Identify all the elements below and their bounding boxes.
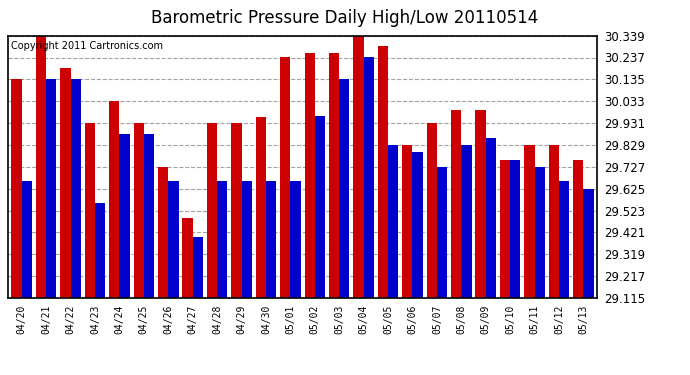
Bar xyxy=(217,182,227,298)
Bar xyxy=(559,182,569,298)
Bar xyxy=(182,218,193,298)
Bar xyxy=(524,145,535,298)
Bar xyxy=(280,57,290,298)
Bar xyxy=(231,123,241,298)
Bar xyxy=(134,123,144,298)
Bar xyxy=(12,80,21,298)
Bar xyxy=(158,167,168,298)
Bar xyxy=(353,36,364,298)
Bar xyxy=(95,203,106,298)
Bar xyxy=(70,80,81,298)
Bar xyxy=(119,134,130,298)
Bar xyxy=(486,138,496,298)
Text: Barometric Pressure Daily High/Low 20110514: Barometric Pressure Daily High/Low 20110… xyxy=(151,9,539,27)
Bar xyxy=(256,117,266,298)
Bar xyxy=(388,145,398,298)
Bar xyxy=(266,182,276,298)
Bar xyxy=(85,123,95,298)
Bar xyxy=(426,123,437,298)
Bar xyxy=(535,167,545,298)
Bar xyxy=(451,111,462,298)
Bar xyxy=(500,160,510,298)
Bar xyxy=(378,46,388,298)
Bar xyxy=(462,145,471,298)
Bar xyxy=(402,145,413,298)
Bar xyxy=(364,57,374,298)
Bar xyxy=(573,160,584,298)
Bar xyxy=(207,123,217,298)
Bar xyxy=(241,182,252,298)
Bar xyxy=(475,111,486,298)
Bar xyxy=(144,134,154,298)
Bar xyxy=(36,36,46,298)
Bar xyxy=(437,167,447,298)
Bar xyxy=(290,182,301,298)
Bar xyxy=(584,189,593,298)
Bar xyxy=(315,116,325,298)
Bar xyxy=(339,80,349,298)
Bar xyxy=(549,145,559,298)
Bar xyxy=(329,53,339,298)
Text: Copyright 2011 Cartronics.com: Copyright 2011 Cartronics.com xyxy=(11,41,164,51)
Bar xyxy=(109,101,119,298)
Bar xyxy=(510,160,520,298)
Bar xyxy=(60,68,70,298)
Bar xyxy=(21,182,32,298)
Bar xyxy=(413,152,423,298)
Bar xyxy=(304,53,315,298)
Bar xyxy=(193,237,203,298)
Bar xyxy=(168,182,179,298)
Bar xyxy=(46,80,57,298)
